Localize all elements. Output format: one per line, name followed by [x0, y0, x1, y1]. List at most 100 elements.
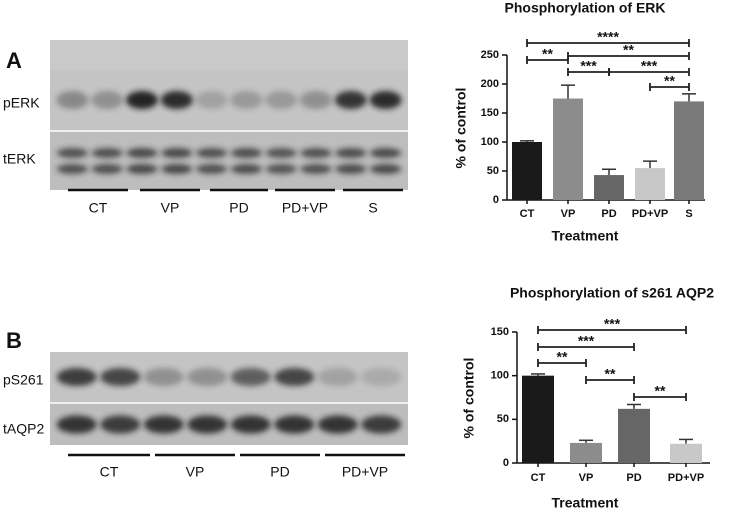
lane-label: VP	[161, 200, 180, 216]
significance-bracket	[649, 83, 690, 91]
significance-bracket	[633, 393, 687, 401]
blot-band	[300, 164, 332, 174]
y-axis-label: % of control	[453, 88, 469, 169]
blot-row-label: tAQP2	[3, 421, 44, 437]
y-tick-label: 250	[481, 49, 499, 61]
blot-band	[369, 148, 402, 158]
blot-band	[195, 164, 228, 174]
blot-band	[334, 91, 367, 109]
significance-label: **	[557, 349, 568, 365]
blot-band	[126, 164, 158, 174]
blot-band	[265, 91, 298, 109]
y-tick-label: 50	[487, 165, 499, 177]
blot-band	[143, 415, 184, 434]
blot-band	[369, 91, 402, 109]
significance-bracket	[537, 359, 587, 367]
blot-band	[230, 91, 263, 109]
lane-label: PD+VP	[342, 464, 388, 480]
bar	[670, 443, 702, 463]
blot-band	[91, 148, 123, 158]
blot-band	[195, 91, 228, 109]
y-tick-label: 100	[491, 370, 509, 382]
blot-band	[56, 368, 97, 386]
bar	[635, 168, 665, 200]
significance-bracket	[567, 52, 690, 60]
significance-label: **	[664, 73, 675, 89]
significance-label: **	[605, 366, 616, 382]
x-tick-label: VP	[561, 208, 576, 220]
blot-band	[230, 368, 271, 386]
x-axis-label: Treatment	[552, 228, 619, 244]
x-tick-label: PD+VP	[632, 208, 668, 220]
y-tick-label: 200	[481, 78, 499, 90]
blot-band	[195, 148, 228, 158]
blot-band	[230, 164, 263, 174]
blot-band	[187, 415, 228, 434]
significance-label: ***	[604, 316, 621, 332]
x-tick-label: PD	[626, 472, 641, 484]
panel-label: A	[6, 48, 22, 73]
significance-label: **	[655, 383, 666, 399]
significance-label: ***	[641, 58, 658, 74]
blot-band	[317, 368, 358, 386]
chart-title: Phosphorylation of ERK	[505, 0, 666, 16]
blot-band	[143, 368, 184, 386]
significance-bracket	[585, 376, 635, 384]
blot-band	[100, 415, 141, 434]
blot-row-label: pS261	[3, 372, 44, 388]
y-axis-label: % of control	[461, 358, 477, 439]
blot-band	[161, 164, 193, 174]
blot-band	[100, 368, 141, 386]
significance-bracket	[608, 68, 690, 76]
x-tick-label: PD	[601, 208, 616, 220]
blot-band	[187, 368, 228, 386]
significance-label: ***	[580, 58, 597, 74]
significance-label: ***	[578, 333, 595, 349]
y-tick-label: 0	[503, 457, 509, 469]
significance-bracket	[537, 326, 687, 334]
y-tick-label: 0	[493, 194, 499, 206]
panel-label: B	[6, 328, 22, 353]
blot-band	[56, 164, 89, 174]
x-tick-label: VP	[579, 472, 594, 484]
x-axis-label: Treatment	[552, 495, 619, 511]
blot-band	[160, 91, 193, 109]
x-tick-label: CT	[520, 208, 535, 220]
blot-row-label: pERK	[3, 95, 40, 111]
y-tick-label: 150	[481, 107, 499, 119]
bar	[512, 142, 542, 200]
blot-band	[126, 148, 158, 158]
x-tick-label: CT	[531, 472, 546, 484]
lane-label: PD	[270, 464, 289, 480]
significance-label: **	[623, 42, 634, 58]
lane-label: S	[368, 200, 377, 216]
blot-band	[369, 164, 402, 174]
significance-bracket	[526, 39, 690, 47]
x-tick-label: PD+VP	[668, 472, 704, 484]
blot-band	[265, 148, 297, 158]
x-tick-label: S	[685, 208, 692, 220]
blot-band	[56, 148, 89, 158]
blot-band	[361, 368, 402, 386]
bar	[570, 442, 602, 463]
blot-row-label: tERK	[3, 151, 36, 167]
lane-label: CT	[100, 464, 119, 480]
y-tick-label: 50	[497, 413, 509, 425]
significance-bracket	[537, 343, 635, 351]
lane-label: VP	[186, 464, 205, 480]
lane-label: CT	[89, 200, 108, 216]
lane-label: PD	[229, 200, 248, 216]
bar	[618, 408, 650, 463]
significance-label: **	[542, 46, 553, 62]
blot-band	[335, 164, 367, 174]
blot-band	[317, 415, 358, 434]
blot-band	[274, 368, 315, 386]
blot-band	[274, 415, 315, 434]
blot-band	[300, 148, 332, 158]
blot-band	[91, 91, 124, 109]
blot-band	[335, 148, 367, 158]
bar	[553, 98, 583, 200]
blot-band	[361, 415, 402, 434]
blot-band	[125, 91, 159, 109]
